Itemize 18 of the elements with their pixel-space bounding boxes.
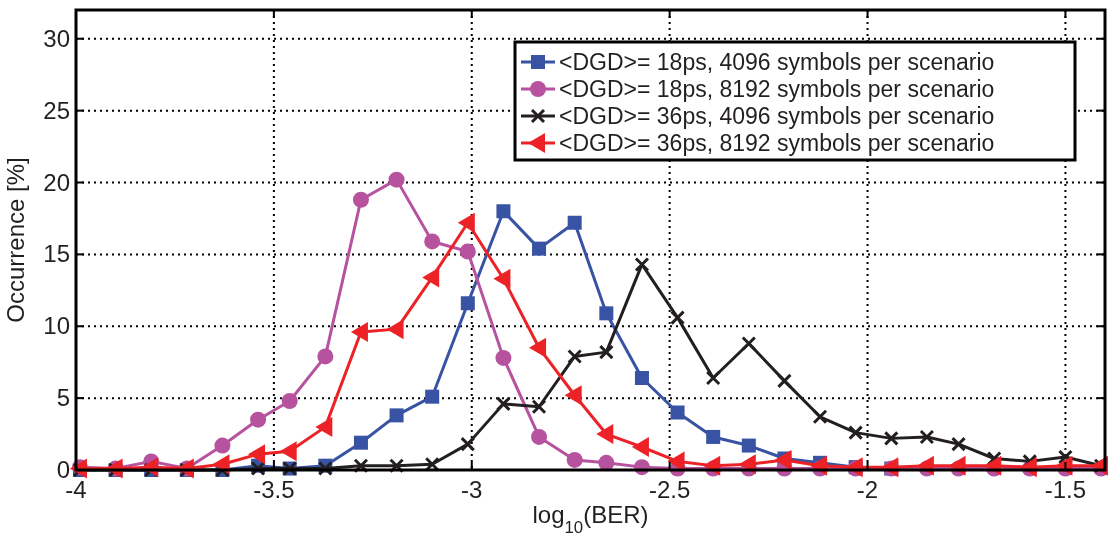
x-tick-label: -2 [856,476,879,503]
y-tick-label: 0 [56,456,70,483]
y-tick-label: 20 [43,168,70,196]
y-tick-label: 15 [43,240,70,268]
x-axis-title: log$_{10}$(BER) [532,501,649,537]
y-tick-label: 10 [43,312,70,340]
y-axis-title: Occurrence [%] [2,157,29,323]
y-tick-label: 5 [56,384,70,412]
x-tick-label: -3 [461,476,483,503]
x-tick-label: -1.5 [1044,476,1087,503]
y-tick-label: 25 [43,96,70,124]
legend-label: <DGD>= 18ps, 8192 symbols per scenario [559,76,995,102]
legend-label: <DGD>= 36ps, 4096 symbols per scenario [559,103,995,129]
legend-label: <DGD>= 18ps, 4096 symbols per scenario [559,49,995,75]
legend-label: <DGD>= 36ps, 8192 symbols per scenario [559,130,995,156]
x-tick-label: -3.5 [253,476,295,503]
y-tick-label: 30 [43,24,70,52]
x-tick-label: -2.5 [648,476,691,503]
